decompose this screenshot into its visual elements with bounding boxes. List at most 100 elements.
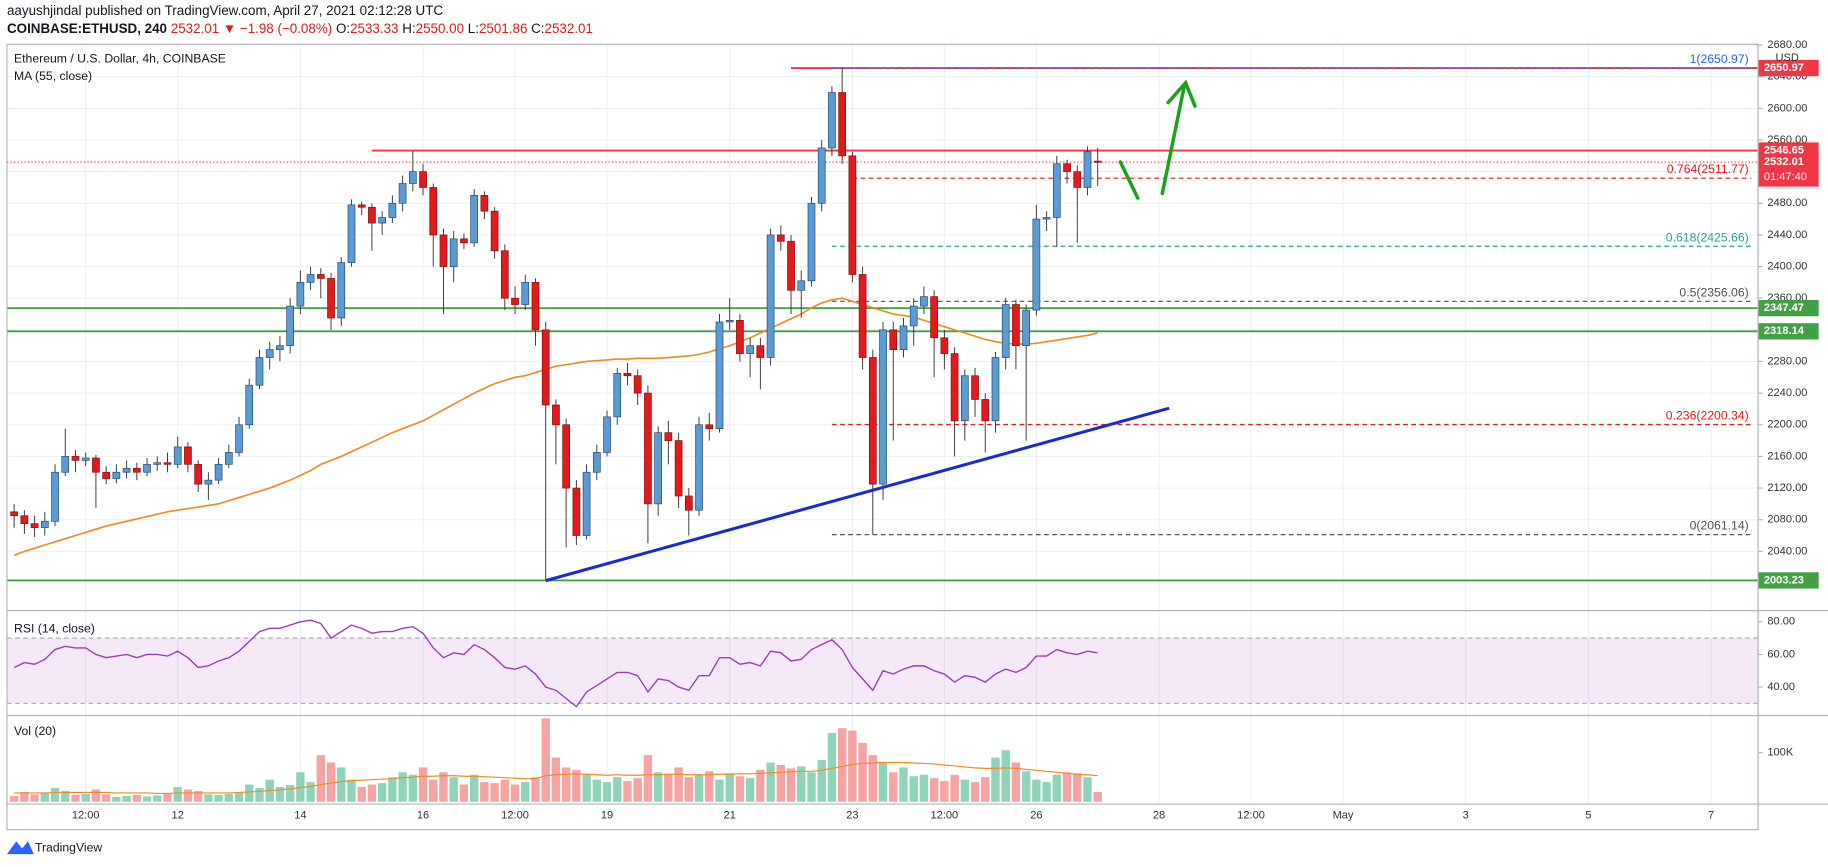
candle-body: [1093, 160, 1102, 163]
footer-text: TradingView: [35, 841, 102, 855]
candle-body: [470, 195, 478, 244]
ohlc-label: C:: [531, 21, 544, 36]
candle-body: [194, 463, 202, 485]
trendline: [545, 406, 1170, 583]
candle-body: [613, 373, 622, 418]
arrows: [1118, 79, 1197, 200]
volume-bar: [153, 795, 162, 802]
candle-body: [1012, 304, 1020, 347]
candle-body: [20, 515, 29, 525]
candle-body: [552, 404, 560, 426]
volume-bar: [561, 767, 571, 802]
candle-body: [776, 234, 785, 242]
x-tick-label: 5: [1585, 810, 1591, 822]
y-tick-label: 2600.00: [1767, 102, 1807, 114]
x-tick-label: 3: [1463, 810, 1469, 822]
volume-bar: [326, 762, 336, 802]
candle-body: [521, 282, 530, 305]
volume-bar: [582, 774, 591, 802]
volume-bar: [674, 767, 683, 802]
candle-body: [419, 171, 427, 188]
volume-bar: [30, 794, 39, 802]
level-price-box: [1758, 299, 1819, 317]
candle-body: [582, 471, 591, 536]
candle-body: [756, 345, 765, 358]
volume-bar: [1011, 762, 1021, 802]
candle-body: [132, 467, 141, 473]
volume-bar: [255, 788, 264, 802]
volume-bar: [1032, 779, 1041, 802]
candle-body: [920, 296, 928, 307]
volume-bar: [878, 762, 888, 802]
candle-body: [736, 320, 744, 354]
volume-bar: [224, 793, 234, 802]
ohlc-value: 2532.01: [545, 21, 593, 36]
candle-body: [51, 471, 59, 522]
volume-bar: [981, 777, 990, 802]
candle-body: [899, 325, 908, 350]
candle-body: [725, 320, 734, 323]
volume-bar: [480, 782, 489, 802]
volume-bar: [919, 774, 929, 802]
candle-body: [592, 452, 601, 473]
volume-bar: [521, 782, 530, 802]
volume-bar: [500, 779, 510, 802]
volume-bar: [786, 768, 796, 802]
logo-icon: [6, 841, 34, 855]
x-tick-label: 23: [846, 810, 858, 822]
candle-body: [562, 424, 570, 489]
candle-body: [255, 357, 264, 386]
volume-bar: [960, 779, 970, 802]
volume-bar: [848, 730, 857, 802]
candle-body: [10, 511, 18, 517]
volume-bar: [705, 771, 714, 802]
volume-bar: [837, 728, 847, 802]
x-tick-label: 12: [172, 810, 184, 822]
candle-body: [184, 446, 192, 465]
x-tick-label: 21: [724, 810, 736, 822]
rsi-tick-label: 40.00: [1767, 681, 1795, 693]
volume-bar: [429, 779, 438, 802]
ohlc-label: O:: [336, 21, 350, 36]
volume-bar: [653, 772, 663, 802]
volume-bar: [633, 778, 642, 802]
x-tick-label: 19: [601, 810, 613, 822]
candle-body: [797, 280, 806, 291]
volume-bar: [510, 784, 520, 802]
candle-body: [112, 471, 121, 479]
candle-body: [204, 479, 213, 485]
y-tick-label: 2080.00: [1767, 514, 1807, 526]
volume-bar: [827, 733, 837, 802]
candle-body: [603, 416, 611, 453]
level-price-label: 2546.65: [1764, 144, 1804, 156]
candle-body: [1073, 171, 1082, 188]
candle-body: [214, 463, 223, 481]
y-tick-label: 2360.00: [1767, 292, 1807, 304]
candle-body: [429, 187, 438, 236]
candle-body: [971, 375, 979, 400]
volume-bar: [490, 783, 499, 802]
candle-body: [1032, 218, 1041, 311]
candle-body: [327, 278, 335, 319]
candle-body: [858, 274, 867, 358]
volume-bar: [991, 757, 1000, 802]
volume-bar: [1062, 772, 1072, 802]
level-price-label: 2003.23: [1764, 574, 1804, 586]
volume-bar: [50, 788, 60, 802]
volume-bar: [664, 774, 673, 802]
candle-body: [388, 202, 397, 218]
candle-body: [705, 424, 714, 430]
volume-bar: [9, 795, 19, 802]
candle-body: [296, 282, 305, 307]
candle-body: [991, 357, 1000, 422]
volume-bar: [40, 792, 50, 802]
volume-bar: [337, 767, 346, 802]
fib-label: 0(2061.14): [1690, 519, 1749, 533]
volume-bar: [418, 767, 428, 802]
candle-body: [316, 274, 325, 279]
volume-bar: [388, 777, 397, 802]
x-tick-label: 12:00: [72, 810, 100, 822]
volume-bar: [1052, 774, 1062, 802]
last-price: 2532.01: [171, 21, 219, 36]
candle-body: [439, 234, 448, 267]
